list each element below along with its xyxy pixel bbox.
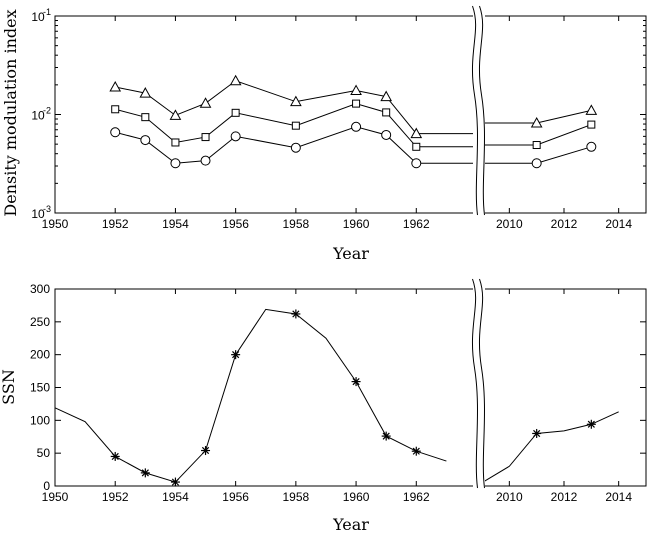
bottom-xtick-label: 1952 bbox=[102, 490, 129, 504]
top-point-circle bbox=[140, 135, 151, 146]
bottom-point-star bbox=[140, 468, 150, 478]
top-point-circle bbox=[411, 158, 422, 169]
top-point-triangle bbox=[109, 81, 122, 92]
top-series-line-triangle bbox=[115, 80, 476, 135]
top-point-circle bbox=[586, 141, 597, 152]
bottom-ytick-label: 250 bbox=[30, 315, 50, 329]
top-xtick-label: 1958 bbox=[283, 217, 310, 231]
ssn-panel: SSN Year 0 50 100 150 200 250 300 1950 1952 1954 1… bbox=[0, 278, 647, 534]
bottom-axis-break-gap bbox=[473, 279, 485, 488]
top-point-circle bbox=[351, 121, 362, 132]
bottom-point-star bbox=[351, 377, 361, 387]
top-xtick-label: 1954 bbox=[162, 217, 189, 231]
top-axis-break-gap bbox=[473, 6, 485, 215]
top-point-square bbox=[111, 105, 120, 114]
top-ytick-exponent: -1 bbox=[43, 7, 51, 17]
top-point-triangle bbox=[290, 95, 302, 107]
top-ylabel: Density modulation index bbox=[1, 9, 20, 216]
bottom-ytick-label: 100 bbox=[30, 413, 50, 427]
bottom-point-star bbox=[110, 451, 120, 461]
top-ytick-label: 10 bbox=[31, 109, 45, 123]
top-point-circle bbox=[230, 131, 241, 142]
top-point-triangle bbox=[530, 116, 543, 128]
top-point-triangle bbox=[350, 84, 362, 96]
bottom-point-star bbox=[381, 431, 391, 441]
top-series-line-circle bbox=[115, 126, 476, 164]
bottom-point-star bbox=[231, 350, 241, 360]
top-xtick-label: 1962 bbox=[403, 217, 430, 231]
top-xtick-label: 2014 bbox=[605, 217, 632, 231]
top-ytick-label: 10 bbox=[31, 10, 45, 24]
top-ytick-exponent: -3 bbox=[43, 204, 51, 214]
bottom-axis-break-line-right bbox=[478, 278, 485, 489]
density-panel: Density modulation index Year 10-310-210… bbox=[1, 5, 647, 263]
top-series-line-square bbox=[115, 103, 476, 148]
bottom-xlabel: Year bbox=[332, 515, 369, 534]
top-point-square bbox=[352, 99, 361, 108]
bottom-xtick-label: 2012 bbox=[551, 490, 578, 504]
bottom-xtick-label: 1962 bbox=[403, 490, 430, 504]
top-xtick-label: 1950 bbox=[42, 217, 69, 231]
top-point-square bbox=[201, 133, 210, 142]
top-ytick-exponent: -2 bbox=[43, 106, 51, 116]
top-point-circle bbox=[200, 155, 211, 166]
bottom-point-star bbox=[170, 477, 180, 487]
bottom-xtick-label: 1958 bbox=[283, 490, 310, 504]
bottom-xtick-label: 1954 bbox=[162, 490, 189, 504]
bottom-xtick-label: 1960 bbox=[343, 490, 370, 504]
bottom-ytick-label: 200 bbox=[30, 348, 50, 362]
top-point-triangle bbox=[585, 104, 598, 115]
bottom-xtick-label: 2010 bbox=[496, 490, 523, 504]
top-point-circle bbox=[381, 129, 392, 140]
top-point-square bbox=[171, 138, 180, 147]
top-xtick-label: 1952 bbox=[102, 217, 129, 231]
top-point-triangle bbox=[139, 87, 152, 98]
bottom-point-star bbox=[532, 428, 542, 438]
bottom-plot-frame bbox=[54, 288, 647, 487]
top-xtick-label: 2012 bbox=[551, 217, 578, 231]
bottom-ytick-label: 50 bbox=[37, 446, 51, 460]
bottom-ylabel: SSN bbox=[0, 369, 18, 405]
bottom-point-star bbox=[586, 419, 596, 429]
top-ytick-label: 10 bbox=[31, 207, 45, 221]
bottom-xtick-label: 1956 bbox=[222, 490, 249, 504]
top-axis-break-line-right bbox=[478, 5, 485, 216]
bottom-ytick-label: 300 bbox=[30, 282, 50, 296]
bottom-series-line-recent bbox=[481, 411, 619, 484]
top-point-square bbox=[141, 113, 150, 122]
top-xlabel: Year bbox=[332, 244, 369, 263]
top-point-circle bbox=[110, 127, 121, 138]
bottom-point-star bbox=[411, 446, 421, 456]
top-point-circle bbox=[290, 142, 301, 153]
top-point-square bbox=[382, 108, 391, 117]
top-point-circle bbox=[170, 158, 181, 169]
bottom-ytick-label: 0 bbox=[43, 479, 50, 493]
top-point-triangle bbox=[410, 127, 423, 139]
bottom-xtick-label: 1950 bbox=[42, 490, 69, 504]
top-point-triangle bbox=[199, 97, 212, 108]
top-axis-break-line-left bbox=[471, 5, 478, 216]
top-point-triangle bbox=[229, 74, 242, 86]
top-point-square bbox=[587, 120, 596, 129]
top-point-square bbox=[532, 141, 541, 150]
top-point-square bbox=[412, 142, 421, 151]
bottom-axis-break-line-left bbox=[471, 278, 478, 489]
top-point-circle bbox=[531, 158, 542, 169]
top-point-triangle bbox=[169, 109, 182, 120]
top-xtick-label: 1960 bbox=[343, 217, 370, 231]
bottom-ytick-label: 150 bbox=[30, 381, 50, 395]
top-xtick-label: 2010 bbox=[496, 217, 523, 231]
top-point-square bbox=[231, 108, 240, 117]
bottom-point-star bbox=[291, 309, 301, 319]
bottom-series-line bbox=[54, 308, 447, 483]
top-xtick-label: 1956 bbox=[222, 217, 249, 231]
top-point-triangle bbox=[380, 90, 393, 102]
top-point-square bbox=[291, 121, 300, 130]
bottom-xtick-label: 2014 bbox=[605, 490, 632, 504]
bottom-point-star bbox=[201, 446, 211, 456]
